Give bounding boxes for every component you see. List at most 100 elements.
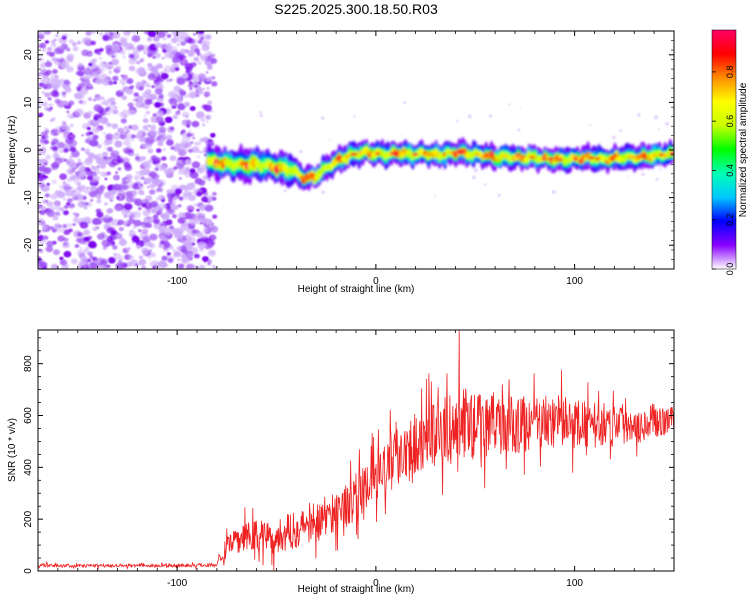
noise-blob bbox=[88, 62, 93, 67]
noise-blob bbox=[131, 139, 135, 142]
noise-blob bbox=[165, 264, 169, 268]
noise-blob bbox=[169, 126, 174, 131]
noise-blob bbox=[79, 246, 83, 249]
noise-blob bbox=[97, 153, 104, 159]
noise-blob bbox=[106, 122, 112, 128]
noise-blob bbox=[66, 110, 70, 114]
noise-blob bbox=[123, 139, 131, 146]
noise-blob bbox=[128, 125, 132, 128]
noise-blob bbox=[160, 72, 169, 80]
noise-speck bbox=[329, 138, 331, 141]
noise-blob bbox=[111, 58, 120, 66]
noise-blob bbox=[105, 133, 114, 141]
ridge-peak bbox=[528, 155, 536, 159]
noise-blob bbox=[158, 194, 164, 200]
noise-blob bbox=[54, 190, 61, 196]
noise-speck bbox=[589, 124, 591, 127]
noise-blob bbox=[195, 88, 204, 95]
noise-blob bbox=[191, 146, 200, 153]
noise-blob bbox=[76, 182, 82, 186]
noise-blob bbox=[118, 239, 127, 246]
noise-blob bbox=[180, 223, 190, 231]
noise-blob bbox=[142, 228, 149, 234]
noise-blob bbox=[124, 254, 132, 261]
noise-blob bbox=[188, 129, 192, 132]
noise-blob bbox=[85, 157, 93, 163]
noise-blob bbox=[45, 245, 54, 253]
noise-blob bbox=[74, 212, 80, 218]
noise-blob bbox=[155, 42, 162, 49]
noise-blob bbox=[153, 218, 160, 225]
noise-blob bbox=[71, 193, 78, 198]
snr-xtick-label: 100 bbox=[566, 578, 583, 589]
noise-blob bbox=[165, 219, 173, 226]
noise-blob bbox=[197, 39, 203, 44]
noise-blob bbox=[176, 246, 181, 251]
noise-blob bbox=[158, 126, 166, 133]
noise-blob bbox=[104, 264, 109, 267]
noise-blob bbox=[142, 91, 152, 99]
noise-blob bbox=[200, 216, 206, 222]
noise-blob bbox=[161, 213, 170, 220]
noise-blob bbox=[54, 98, 61, 104]
noise-blob bbox=[50, 74, 57, 79]
noise-blob bbox=[196, 155, 201, 159]
noise-blob bbox=[190, 141, 194, 144]
ridge-peak bbox=[658, 153, 665, 157]
noise-blob bbox=[165, 134, 173, 141]
noise-blob bbox=[114, 175, 119, 180]
noise-blob bbox=[184, 63, 194, 71]
noise-blob bbox=[131, 124, 139, 131]
noise-blob bbox=[83, 249, 89, 254]
noise-blob bbox=[52, 146, 58, 151]
noise-blob bbox=[163, 37, 167, 41]
noise-blob bbox=[77, 249, 85, 256]
noise-blob bbox=[74, 108, 84, 116]
noise-blob bbox=[152, 113, 157, 117]
noise-blob bbox=[82, 240, 86, 243]
noise-blob bbox=[212, 214, 218, 219]
noise-blob bbox=[147, 216, 150, 219]
noise-blob bbox=[51, 77, 61, 85]
noise-blob bbox=[40, 131, 48, 138]
noise-blob bbox=[166, 34, 172, 38]
noise-blob bbox=[179, 58, 188, 66]
noise-blob bbox=[102, 151, 108, 157]
noise-blob bbox=[150, 201, 158, 208]
noise-blob bbox=[40, 75, 50, 84]
noise-blob bbox=[181, 73, 189, 79]
noise-blob bbox=[87, 220, 92, 224]
noise-blob bbox=[82, 265, 87, 269]
noise-blob bbox=[88, 261, 98, 269]
noise-blob bbox=[124, 37, 128, 41]
noise-blob bbox=[194, 254, 201, 259]
noise-blob bbox=[113, 81, 117, 85]
noise-speck bbox=[283, 189, 287, 193]
noise-speck bbox=[637, 113, 641, 117]
noise-speck bbox=[259, 110, 263, 114]
noise-blob bbox=[185, 115, 189, 119]
noise-blob bbox=[166, 252, 171, 256]
noise-blob bbox=[144, 31, 149, 35]
noise-blob bbox=[68, 228, 73, 233]
noise-blob bbox=[155, 163, 160, 168]
spectrogram-ytick-label: 20 bbox=[23, 49, 34, 61]
noise-blob bbox=[209, 249, 216, 256]
noise-blob bbox=[198, 81, 202, 85]
ridge-peak bbox=[375, 151, 381, 156]
noise-speck bbox=[497, 193, 501, 197]
noise-blob bbox=[77, 62, 84, 68]
noise-blob bbox=[77, 71, 83, 77]
noise-blob bbox=[106, 208, 114, 214]
noise-blob bbox=[46, 240, 54, 248]
noise-blob bbox=[167, 198, 173, 203]
noise-blob bbox=[77, 232, 83, 237]
noise-region bbox=[38, 31, 669, 269]
ridge-peak bbox=[595, 157, 601, 161]
noise-speck bbox=[654, 115, 659, 120]
noise-blob bbox=[87, 68, 90, 71]
noise-blob bbox=[117, 127, 125, 134]
noise-blob bbox=[131, 35, 141, 43]
noise-blob bbox=[203, 104, 212, 112]
noise-blob bbox=[102, 34, 110, 41]
